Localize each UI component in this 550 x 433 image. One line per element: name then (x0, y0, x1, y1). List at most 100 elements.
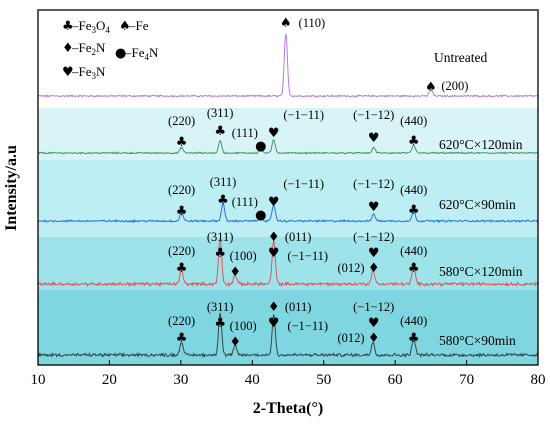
trace-line (37, 33, 539, 98)
peak-symbol: ♣ (408, 203, 420, 218)
peak-label: (311) (210, 175, 237, 189)
x-tick-label: 50 (316, 372, 331, 388)
legend-symbol: ♦ (62, 41, 74, 56)
x-tick-label: 70 (459, 372, 474, 388)
sample-band (38, 237, 538, 290)
peak-label: (−1−11) (283, 108, 324, 122)
x-tick-label: 20 (102, 372, 117, 388)
sample-label: 620°C×120min (439, 137, 523, 152)
peak-label: (440) (400, 244, 427, 258)
peak-label: (−1−12) (353, 177, 394, 191)
peak-symbol: ♣ (214, 316, 226, 331)
peak-symbol: ● (255, 208, 266, 223)
peak-symbol: ♣ (176, 135, 188, 150)
peak-symbol: ♣ (176, 204, 188, 219)
legend-symbol: ♠ (119, 19, 131, 34)
peak-symbol: ♦ (268, 230, 280, 245)
x-tick-label: 80 (531, 372, 546, 388)
peak-symbol: ♦ (368, 331, 380, 346)
peak-symbol: ♣ (408, 261, 420, 276)
peak-symbol: ● (255, 139, 266, 154)
legend: ♣–Fe3O4 ♠–Fe ♦–Fe2N ●–Fe4N ♥–Fe3N (62, 18, 159, 81)
peak-label: (100) (230, 319, 257, 333)
peak-label: (220) (168, 114, 195, 128)
peak-label: (011) (285, 230, 312, 244)
peak-label: (111) (232, 126, 258, 140)
peak-label: (220) (168, 244, 195, 258)
peak-symbol: ♣ (408, 134, 420, 149)
legend-label: –Fe (128, 18, 149, 33)
x-axis-label: 2-Theta(°) (253, 400, 323, 417)
peak-symbol: ♥ (268, 246, 280, 261)
peak-symbol: ♥ (368, 200, 380, 215)
peak-symbol: ♦ (368, 261, 380, 276)
legend-label: –Fe2N (71, 40, 106, 57)
peak-symbol: ♥ (368, 246, 380, 261)
y-axis-label: Intensity/a.u (3, 145, 20, 231)
sample-band (38, 108, 538, 160)
legend-symbol: ♣ (62, 19, 74, 34)
peak-label: (311) (207, 300, 234, 314)
peak-label: (200) (441, 79, 468, 93)
x-tick-label: 10 (31, 372, 46, 388)
peak-symbol: ♥ (268, 316, 280, 331)
peak-symbol: ♣ (176, 261, 188, 276)
peak-symbol: ♣ (176, 331, 188, 346)
peak-label: (311) (207, 230, 234, 244)
peak-symbol: ♠ (425, 80, 437, 95)
sample-bands (38, 10, 538, 365)
peak-symbol: ♣ (214, 246, 226, 261)
sample-band (38, 290, 538, 365)
peak-symbol: ♥ (368, 131, 380, 146)
peak-annotations: ♠ (110)♠ (200)♣(220)♣(311)●(111) ♥(−1−11)♥(… (168, 16, 468, 350)
peak-label: (440) (400, 114, 427, 128)
peak-symbol: ♥ (268, 126, 280, 141)
legend-symbol: ♥ (62, 65, 74, 80)
peak-label: (012) (337, 331, 364, 345)
sample-label: 580°C×120min (439, 264, 523, 279)
peak-label: (220) (168, 183, 195, 197)
peak-symbol: ♦ (268, 300, 280, 315)
sample-labels: Untreated 620°C×120min 620°C×90min 580°C×12… (434, 50, 523, 348)
peak-symbol: ♣ (408, 331, 420, 346)
peak-label: (110) (299, 16, 326, 30)
peak-label: (−1−12) (353, 108, 394, 122)
peak-label: (100) (230, 249, 257, 263)
trace-line (37, 138, 539, 155)
peak-symbol: ♥ (268, 195, 280, 210)
peak-symbol: ♣ (217, 193, 229, 208)
sample-label: Untreated (434, 50, 487, 65)
legend-symbol: ● (115, 46, 126, 61)
sample-label: 580°C×90min (439, 333, 516, 348)
sample-band (38, 160, 538, 237)
x-tick-label: 30 (173, 372, 188, 388)
peak-label: (111) (232, 195, 258, 209)
legend-label: –Fe4N (124, 45, 159, 62)
peak-label: (011) (285, 300, 312, 314)
peak-symbol: ♦ (229, 335, 241, 350)
peak-label: (−1−11) (287, 249, 328, 263)
trace-line (37, 312, 539, 359)
trace-line (37, 200, 539, 224)
legend-label: –Fe3N (71, 64, 106, 81)
peak-symbol: ♦ (229, 265, 241, 280)
peak-symbol: ♠ (280, 16, 292, 31)
peak-label: (311) (207, 106, 234, 120)
peak-symbol: ♥ (368, 316, 380, 331)
peak-label: (−1−12) (353, 230, 394, 244)
diffraction-traces (37, 33, 539, 359)
peak-label: (440) (400, 314, 427, 328)
peak-symbol: ♣ (214, 124, 226, 139)
trace-line (37, 237, 539, 288)
x-tick-label: 40 (245, 372, 260, 388)
x-axis-ticks: 10 20 30 40 50 60 70 80 (31, 360, 546, 388)
sample-band (38, 10, 538, 108)
peak-label: (−1−11) (283, 177, 324, 191)
peak-label: (440) (400, 183, 427, 197)
plot-frame (37, 9, 539, 366)
peak-label: (012) (337, 261, 364, 275)
peak-label: (220) (168, 314, 195, 328)
legend-label: –Fe3O4 (71, 18, 110, 35)
peak-label: (−1−11) (287, 319, 328, 333)
